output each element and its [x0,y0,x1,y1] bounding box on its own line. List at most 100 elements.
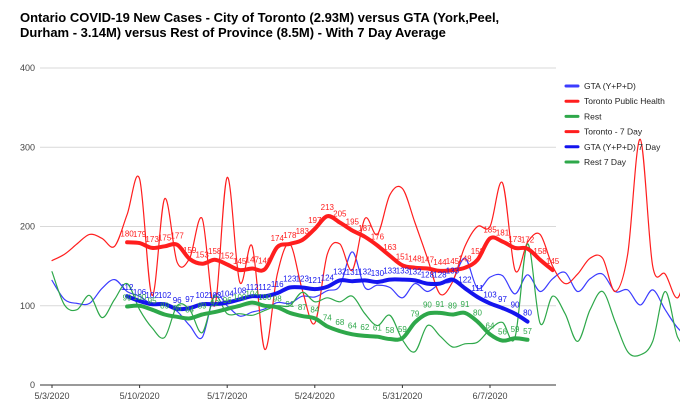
data-label: 57 [523,327,532,336]
data-label: 79 [410,309,419,318]
data-label: 102 [208,291,222,300]
legend-entry: Rest 7 Day [584,157,627,167]
data-label: 132 [408,267,422,276]
data-label: 92 [210,299,219,308]
data-label: 84 [185,305,194,314]
data-label: 104 [246,290,260,299]
data-label: 173 [508,235,522,244]
series-lines [51,138,680,357]
y-tick-label: 400 [20,63,35,73]
legend-entry: GTA (Y+P+D) [584,81,636,91]
data-label: 133 [446,267,460,276]
data-label: 151 [396,252,410,261]
data-label: 175 [158,233,172,242]
y-tick-label: 300 [20,142,35,152]
legend-entry: Toronto - 7 Day [584,127,643,137]
data-label: 132 [358,267,372,276]
data-label: 62 [360,323,369,332]
data-label: 163 [383,243,397,252]
data-label: 128 [433,271,447,280]
data-label: 86 [173,304,182,313]
data-label: 173 [145,235,159,244]
data-label: 104 [221,290,235,299]
data-label: 158 [208,247,222,256]
data-label: 97 [498,295,507,304]
series-line-rest-7-day [125,300,530,343]
data-label: 146 [258,256,272,265]
data-label: 84 [310,305,319,314]
data-label: 61 [373,324,382,333]
data-label: 158 [533,247,547,256]
data-label: 56 [498,328,507,337]
data-label: 183 [296,227,310,236]
data-label: 174 [271,234,285,243]
data-label: 96 [173,296,182,305]
data-label: 145 [446,257,460,266]
data-label: 89 [160,301,169,310]
x-tick-label: 6/7/2020 [472,391,507,401]
data-label: 133 [396,267,410,276]
data-label: 178 [283,231,297,240]
data-label: 172 [521,236,535,245]
data-label: 80 [473,309,482,318]
x-tick-label: 5/17/2020 [207,391,247,401]
y-tick-label: 200 [20,222,35,232]
data-label: 95 [148,297,157,306]
data-label: 148 [458,255,472,264]
data-label: 58 [385,326,394,335]
data-label: 213 [321,203,335,212]
x-tick-label: 5/31/2020 [382,391,422,401]
data-label: 145 [233,257,247,266]
data-label: 87 [298,303,307,312]
legend-entry: Rest [584,111,602,121]
data-label: 91 [435,300,444,309]
data-label: 100 [133,293,147,302]
chart-title: Ontario COVID-19 New Cases - City of Tor… [20,10,500,40]
x-tick-label: 5/3/2020 [34,391,69,401]
data-label: 74 [323,313,332,322]
data-label: 112 [258,283,271,292]
data-label: 59 [511,325,520,334]
data-label: 152 [221,252,235,261]
legend: GTA (Y+P+D) Toronto Public Health Rest Toro… [564,81,665,167]
data-label: 100 [233,293,247,302]
data-label: 123 [283,275,297,284]
data-label: 112 [246,283,259,292]
data-label: 133 [383,267,397,276]
data-label: 145 [546,257,560,266]
series-line-gta-y-p-d-7-day [125,277,530,324]
data-label: 148 [408,255,422,264]
data-label: 147 [246,256,260,265]
data-label: 102 [145,291,159,300]
data-label: 98 [273,294,282,303]
data-label: 111 [471,284,484,293]
data-label: 80 [523,309,532,318]
data-label: 59 [398,325,407,334]
data-label: 205 [333,210,347,219]
data-label: 144 [433,258,447,267]
data-label: 64 [486,321,495,330]
y-tick-label: 100 [20,301,35,311]
data-label: 153 [195,251,209,260]
axes: 0 100 200 300 400 5/3/2020 5/10/2020 5/17/2020 5… [20,63,508,401]
data-label: 96 [223,296,232,305]
data-label: 100 [258,293,272,302]
data-label: 89 [198,301,207,310]
data-label: 197 [308,216,322,225]
data-label: 177 [170,232,184,241]
data-label: 106 [133,288,147,297]
x-tick-label: 5/10/2020 [120,391,160,401]
legend-entry: Toronto Public Health [584,96,665,106]
data-label: 97 [185,295,194,304]
data-label: 91 [285,300,294,309]
data-label: 176 [371,233,385,242]
data-label: 179 [133,230,147,239]
data-label: 187 [358,224,372,233]
data-label: 103 [483,290,497,299]
data-label: 122 [458,275,472,284]
series-line-rest [51,243,680,357]
data-label: 195 [346,217,360,226]
data-label: 99 [123,294,132,303]
